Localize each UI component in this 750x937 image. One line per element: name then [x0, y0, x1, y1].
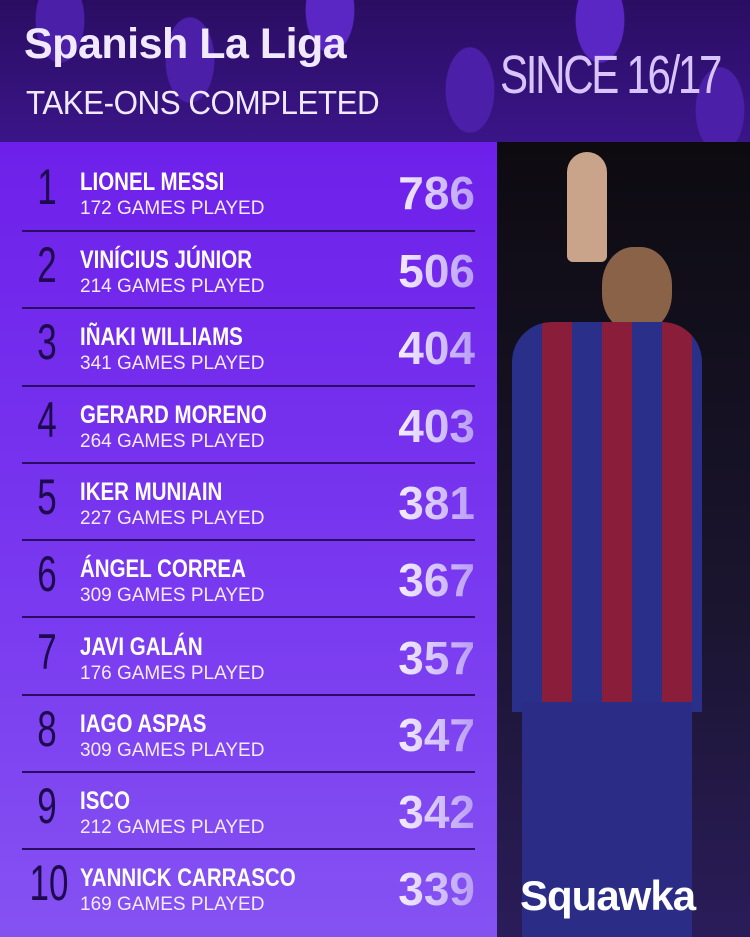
take-ons-value: 347 — [398, 708, 475, 761]
table-row: 8 IAGO ASPAS 309 GAMES PLAYED 347 — [0, 696, 497, 774]
take-ons-value: 403 — [398, 399, 475, 452]
games-played: 264 GAMES PLAYED — [80, 430, 265, 452]
games-played: 309 GAMES PLAYED — [80, 739, 265, 761]
rank: 4 — [37, 391, 57, 448]
squawka-logo: Squawka — [520, 872, 696, 919]
games-played: 176 GAMES PLAYED — [80, 662, 265, 684]
table-row: 1 LIONEL MESSI 172 GAMES PLAYED 786 — [0, 142, 497, 232]
player-photo — [497, 142, 750, 937]
player-name: VINÍCIUS JÚNIOR — [80, 246, 253, 274]
table-row: 6 ÁNGEL CORREA 309 GAMES PLAYED 367 — [0, 541, 497, 619]
rank: 8 — [37, 700, 57, 757]
games-played: 172 GAMES PLAYED — [80, 198, 265, 219]
rank: 10 — [29, 855, 69, 912]
take-ons-value: 339 — [398, 863, 475, 916]
player-arm — [567, 152, 607, 262]
player-name: IKER MUNIAIN — [80, 477, 223, 506]
row-divider — [22, 848, 475, 851]
rank: 9 — [37, 778, 57, 835]
row-divider — [22, 616, 475, 619]
row-divider — [22, 539, 475, 542]
player-name: ISCO — [80, 787, 131, 816]
rank: 5 — [37, 468, 57, 525]
rank: 1 — [37, 159, 57, 215]
title: Spanish La Liga — [24, 20, 347, 68]
row-divider — [22, 461, 475, 464]
table-row: 3 IÑAKI WILLIAMS 341 GAMES PLAYED 404 — [0, 309, 497, 387]
player-name: ÁNGEL CORREA — [80, 555, 246, 584]
player-name: IÑAKI WILLIAMS — [80, 323, 243, 352]
take-ons-value: 381 — [398, 476, 475, 529]
player-name: LIONEL MESSI — [80, 168, 225, 196]
rank: 7 — [37, 623, 57, 680]
player-name: YANNICK CARRASCO — [80, 864, 296, 893]
take-ons-value: 786 — [398, 167, 475, 219]
row-divider — [22, 771, 475, 774]
rank: 2 — [37, 237, 57, 293]
table-row: 2 VINÍCIUS JÚNIOR 214 GAMES PLAYED 506 — [0, 232, 497, 310]
row-divider — [22, 230, 475, 232]
row-divider — [22, 693, 475, 696]
player-name: IAGO ASPAS — [80, 709, 207, 738]
games-played: 341 GAMES PLAYED — [80, 353, 265, 375]
table-row: 9 ISCO 212 GAMES PLAYED 342 — [0, 773, 497, 851]
rank: 3 — [37, 314, 57, 371]
games-played: 214 GAMES PLAYED — [80, 276, 265, 297]
subtitle: TAKE-ONS COMPLETED — [26, 84, 380, 121]
player-name: GERARD MORENO — [80, 400, 267, 429]
take-ons-value: 357 — [398, 631, 475, 684]
games-played: 227 GAMES PLAYED — [80, 507, 265, 529]
player-shirt — [512, 322, 702, 712]
player-shorts — [522, 702, 692, 937]
header: Spanish La Liga TAKE-ONS COMPLETED SINCE… — [0, 0, 750, 142]
take-ons-value: 342 — [398, 786, 475, 839]
player-head — [602, 247, 672, 332]
player-name: JAVI GALÁN — [80, 632, 203, 661]
take-ons-value: 506 — [398, 245, 475, 297]
rank: 6 — [37, 546, 57, 603]
row-divider — [22, 307, 475, 310]
row-divider — [22, 384, 475, 387]
games-played: 309 GAMES PLAYED — [80, 585, 265, 607]
take-ons-value: 367 — [398, 554, 475, 607]
table-row: 10 YANNICK CARRASCO 169 GAMES PLAYED 339 — [0, 850, 497, 927]
games-played: 169 GAMES PLAYED — [80, 894, 265, 916]
table-row: 7 JAVI GALÁN 176 GAMES PLAYED 357 — [0, 619, 497, 696]
table-row: 4 GERARD MORENO 264 GAMES PLAYED 403 — [0, 387, 497, 464]
take-ons-value: 404 — [398, 322, 475, 375]
table-row: 5 IKER MUNIAIN 227 GAMES PLAYED 381 — [0, 464, 497, 542]
games-played: 212 GAMES PLAYED — [80, 817, 265, 839]
period-label: SINCE 16/17 — [500, 45, 722, 105]
